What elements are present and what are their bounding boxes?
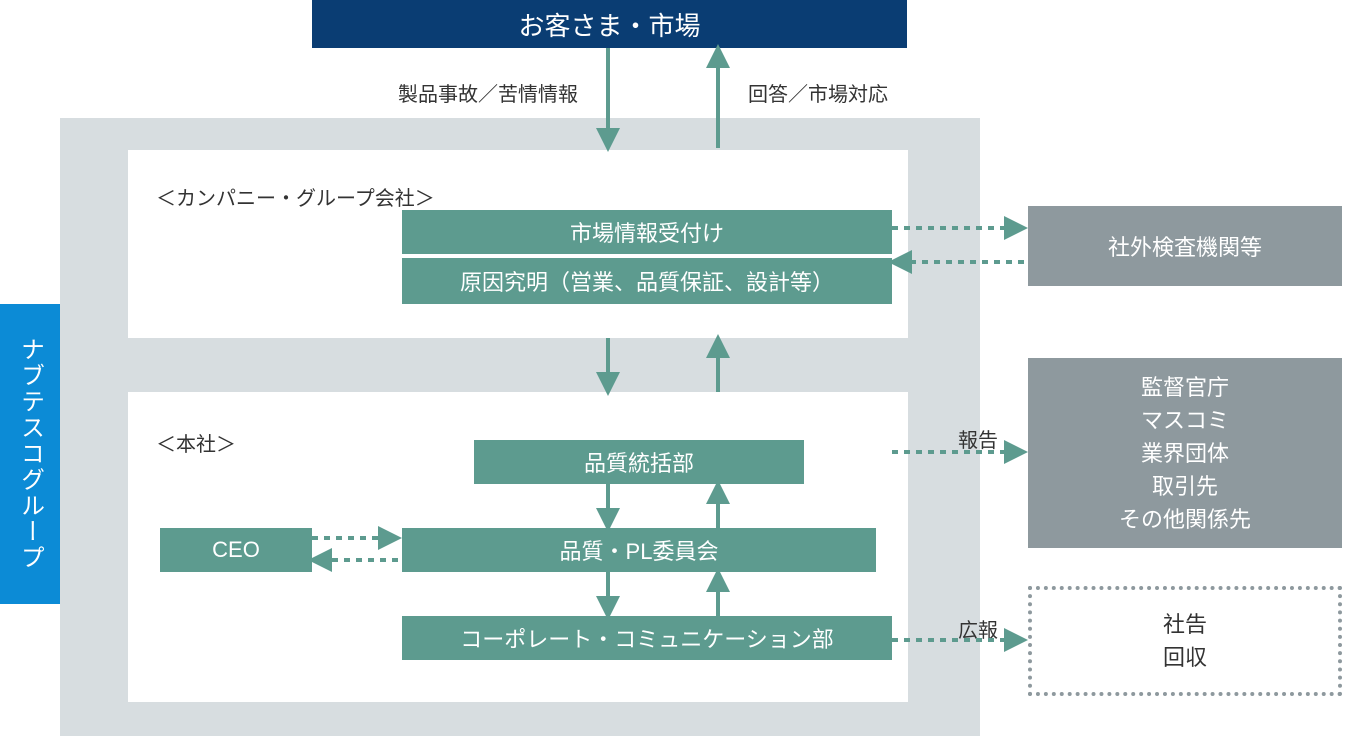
hq-section-title: ＜本社＞: [156, 428, 236, 457]
notice-line-0: 社告: [1163, 608, 1207, 641]
company-row-1: 原因究明（営業、品質保証、設計等）: [402, 258, 892, 304]
hq-node-committee: 品質・PL委員会: [402, 528, 876, 572]
external-authorities: 監督官庁マスコミ業界団体取引先その他関係先: [1028, 358, 1342, 548]
flow-label-incident: 製品事故／苦情情報: [398, 78, 578, 107]
customers-market-bar: お客さま・市場: [312, 0, 907, 48]
external-notice: 社告回収: [1028, 586, 1342, 696]
sidebar-label: ナブテスコグループ: [13, 337, 48, 571]
authorities-line-0: 監督官庁: [1141, 371, 1229, 404]
authorities-line-2: 業界団体: [1141, 437, 1229, 470]
authorities-line-1: マスコミ: [1141, 404, 1229, 437]
hq-node-quality_dept: 品質統括部: [474, 440, 804, 484]
authorities-line-3: 取引先: [1152, 470, 1218, 503]
edge-label-report: 報告: [958, 424, 998, 453]
company-row-0: 市場情報受付け: [402, 210, 892, 256]
hq-node-ceo: CEO: [160, 528, 312, 572]
flow-label-response: 回答／市場対応: [748, 78, 888, 107]
nabtesco-group-sidebar: ナブテスコグループ: [0, 304, 60, 604]
authorities-line-4: その他関係先: [1119, 503, 1251, 536]
external-inspection: 社外検査機関等: [1028, 206, 1342, 286]
hq-node-corp_comm: コーポレート・コミュニケーション部: [402, 616, 892, 660]
edge-label-pr: 広報: [958, 614, 998, 643]
company-section-title: ＜カンパニー・グループ会社＞: [156, 182, 435, 211]
notice-line-1: 回収: [1163, 641, 1207, 674]
